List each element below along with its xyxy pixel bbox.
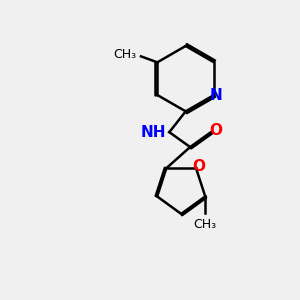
Text: O: O <box>193 159 206 174</box>
Text: NH: NH <box>140 125 166 140</box>
Text: CH₃: CH₃ <box>113 48 136 62</box>
Text: O: O <box>209 123 222 138</box>
Text: CH₃: CH₃ <box>194 218 217 231</box>
Text: N: N <box>210 88 223 103</box>
